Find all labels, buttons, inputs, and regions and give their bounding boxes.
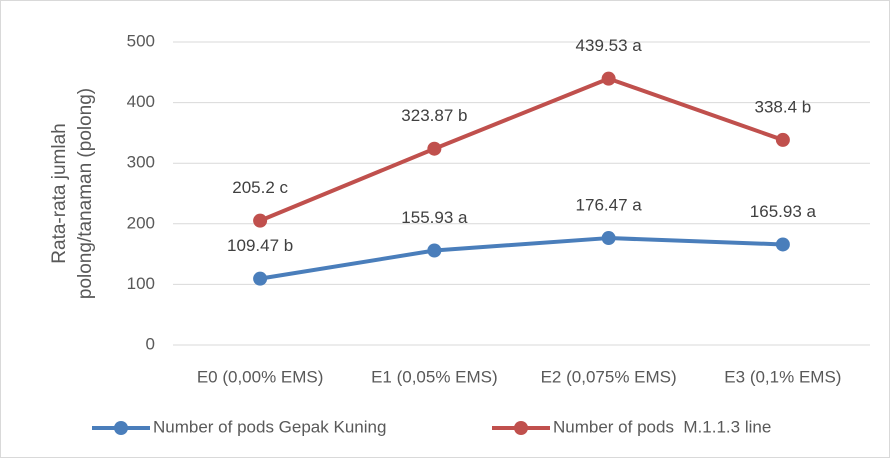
data-label: 176.47 a: [576, 196, 643, 215]
series-line: [259, 236, 783, 281]
y-tick-label: 100: [127, 274, 155, 293]
data-label: 439.53 a: [576, 36, 643, 55]
legend-marker: [114, 421, 128, 435]
y-axis-label: Rata-rata jumlah: [49, 123, 70, 263]
data-label: 323.87 b: [401, 106, 467, 125]
legend-marker: [514, 421, 528, 435]
data-label: 165.93 a: [750, 202, 817, 221]
y-tick-label: 400: [127, 92, 155, 111]
point: [253, 271, 268, 286]
point: [775, 132, 790, 147]
x-tick-label: E1 (0,05% EMS): [371, 367, 498, 386]
y-tick-label: 200: [127, 213, 155, 232]
data-label: 205.2 c: [232, 178, 288, 197]
y-tick-label: 300: [127, 153, 155, 172]
point: [253, 213, 268, 228]
point: [601, 71, 616, 86]
y-tick-label: 500: [127, 31, 155, 50]
y-tick-label: 0: [146, 334, 155, 353]
y-axis-label: polong/tanaman (polong): [75, 88, 96, 299]
series-line: [259, 76, 784, 223]
legend-label: Number of pods M.1.1.3 line: [553, 417, 771, 436]
x-tick-label: E3 (0,1% EMS): [724, 367, 841, 386]
point: [775, 237, 790, 252]
data-label: 109.47 b: [227, 236, 293, 255]
x-tick-label: E2 (0,075% EMS): [541, 367, 677, 386]
x-tick-label: E0 (0,00% EMS): [197, 367, 324, 386]
data-label: 338.4 b: [755, 97, 812, 116]
legend-label: Number of pods Gepak Kuning: [153, 417, 386, 436]
data-label: 155.93 a: [401, 208, 468, 227]
point: [427, 141, 442, 156]
point: [601, 231, 616, 246]
point: [427, 243, 442, 258]
